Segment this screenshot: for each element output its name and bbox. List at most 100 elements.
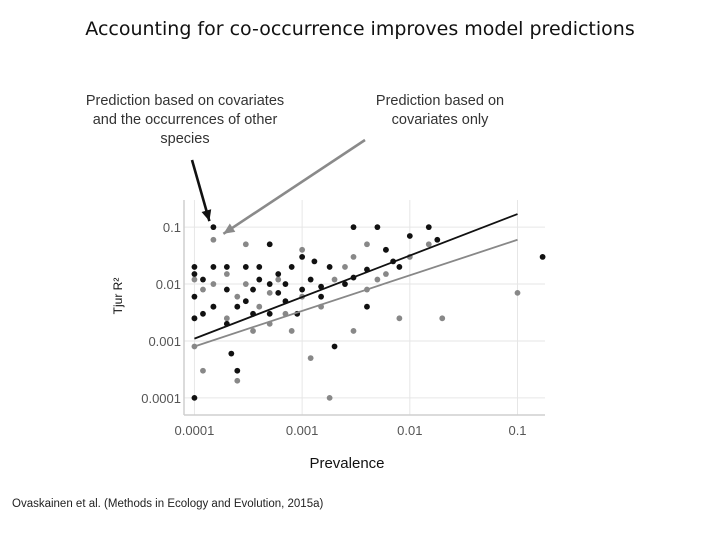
point-black-29 — [288, 264, 295, 270]
y-axis-label: Tjur R² — [111, 278, 125, 315]
point-gray-27 — [342, 264, 348, 270]
point-black-25 — [275, 289, 282, 296]
point-black-48 — [406, 233, 413, 239]
point-black-5 — [200, 310, 206, 317]
point-black-13 — [228, 350, 235, 357]
point-black-16 — [242, 298, 249, 305]
axes — [183, 200, 545, 416]
fit-lines — [194, 213, 518, 348]
point-gray-36 — [514, 289, 521, 296]
point-black-39 — [342, 281, 348, 287]
point-gray-37 — [364, 241, 370, 248]
point-black-31 — [299, 286, 306, 293]
point-black-15 — [234, 303, 241, 310]
point-black-17 — [242, 264, 249, 270]
slide-title: Accounting for co-occurrence improves mo… — [85, 18, 635, 40]
point-black-22 — [266, 310, 273, 317]
point-gray-28 — [350, 328, 357, 334]
x-tick-label-0: 0.0001 — [175, 423, 215, 438]
fit-line-gray — [194, 238, 518, 348]
point-black-4 — [191, 264, 198, 270]
point-black-9 — [210, 224, 217, 231]
point-gray-15 — [256, 303, 263, 310]
point-gray-6 — [210, 281, 217, 287]
point-black-32 — [299, 254, 306, 260]
point-black-3 — [191, 271, 198, 277]
point-gray-10 — [234, 377, 241, 384]
arrow-right-head — [223, 223, 236, 234]
point-gray-7 — [210, 236, 217, 243]
tick-labels: 0.0001 0.001 0.01 0.1 0.1 0.01 0.001 0.0001 — [141, 220, 526, 438]
point-black-14 — [234, 367, 241, 374]
point-black-6 — [200, 276, 206, 283]
point-black-26 — [275, 271, 282, 277]
point-gray-14 — [250, 328, 256, 334]
arrow-right-shaft — [222, 138, 366, 235]
point-gray-39 — [350, 254, 357, 260]
point-black-37 — [326, 264, 333, 270]
point-gray-3 — [200, 367, 206, 374]
annotation-covariates-only: Prediction based on covariates only — [375, 93, 505, 128]
point-black-35 — [318, 293, 324, 300]
y-tick-label-1: 0.01 — [156, 277, 181, 292]
point-black-7 — [210, 303, 217, 310]
point-gray-18 — [275, 276, 282, 283]
point-gray-13 — [242, 241, 249, 248]
point-black-1 — [191, 315, 198, 322]
y-tick-label-0: 0.1 — [163, 220, 181, 235]
point-black-38 — [331, 343, 338, 350]
point-black-19 — [250, 286, 256, 293]
point-black-41 — [350, 224, 357, 231]
data-points — [191, 224, 546, 401]
point-black-20 — [256, 276, 263, 283]
point-gray-32 — [396, 315, 403, 322]
point-gray-2 — [191, 276, 198, 283]
point-gray-22 — [299, 246, 306, 253]
point-gray-26 — [331, 276, 338, 283]
arrow-left-head — [201, 209, 212, 222]
point-black-24 — [266, 241, 273, 248]
point-black-50 — [539, 254, 546, 260]
point-black-2 — [191, 293, 198, 300]
point-black-51 — [434, 236, 441, 243]
x-tick-label-3: 0.1 — [508, 423, 526, 438]
point-gray-34 — [425, 241, 432, 248]
point-gray-30 — [374, 276, 381, 283]
point-gray-9 — [223, 271, 230, 277]
point-gray-31 — [383, 271, 389, 277]
point-black-11 — [223, 286, 230, 293]
point-gray-4 — [200, 286, 206, 293]
point-black-36 — [318, 283, 324, 290]
point-black-21 — [256, 264, 263, 270]
point-gray-25 — [326, 394, 333, 401]
point-black-8 — [210, 264, 217, 270]
point-gray-11 — [234, 293, 241, 300]
point-black-44 — [374, 224, 381, 231]
point-black-42 — [364, 303, 370, 310]
y-tick-label-3: 0.0001 — [141, 391, 181, 406]
point-black-47 — [396, 264, 403, 270]
annotation-arrows — [190, 138, 366, 235]
y-tick-label-2: 0.001 — [148, 334, 181, 349]
point-black-49 — [425, 224, 432, 231]
point-gray-12 — [242, 281, 249, 287]
annotation-with-cooccurrence: Prediction based on covariates and the o… — [85, 93, 285, 147]
x-tick-label-2: 0.01 — [397, 423, 422, 438]
point-gray-20 — [288, 328, 295, 334]
point-black-0 — [191, 394, 198, 401]
point-black-33 — [307, 276, 314, 283]
point-gray-23 — [307, 355, 314, 361]
fit-line-black — [194, 213, 518, 340]
point-black-34 — [311, 258, 318, 265]
x-axis-label: Prevalence — [309, 455, 384, 472]
x-tick-label-1: 0.001 — [286, 423, 319, 438]
point-black-28 — [282, 281, 289, 287]
point-gray-17 — [266, 289, 273, 296]
citation: Ovaskainen et al. (Methods in Ecology an… — [12, 498, 324, 510]
point-gray-8 — [223, 315, 230, 322]
point-black-45 — [383, 246, 389, 253]
point-black-12 — [223, 264, 230, 270]
point-gray-35 — [439, 315, 446, 322]
point-black-23 — [266, 281, 273, 287]
